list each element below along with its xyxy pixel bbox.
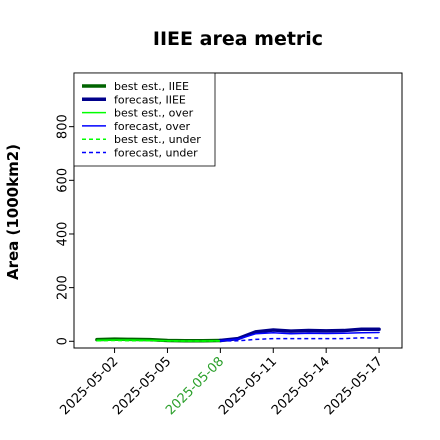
series-line-6 <box>220 337 380 342</box>
legend-label: forecast, over <box>114 120 190 133</box>
legend-box <box>73 72 216 167</box>
y-tick-label: 200 <box>56 275 71 300</box>
y-axis-label: Area (1000km2) <box>4 144 22 280</box>
legend-label: forecast, IIEE <box>114 93 186 106</box>
y-tick-label: 800 <box>56 114 71 139</box>
legend-label: best est., under <box>114 133 201 146</box>
series-line-3 <box>96 339 222 342</box>
series-line-4 <box>219 331 380 342</box>
y-tick-label: 600 <box>56 168 71 193</box>
legend-label: best est., IIEE <box>114 80 189 93</box>
y-tick-label: 0 <box>56 337 71 345</box>
series-line-2 <box>218 327 381 343</box>
y-tick-label: 400 <box>56 222 71 247</box>
series-layer <box>95 327 381 343</box>
plot-frame <box>73 72 403 349</box>
legend-label: best est., over <box>114 107 194 120</box>
chart-title: IIEE area metric <box>153 28 323 50</box>
legend-label: forecast, under <box>114 147 198 160</box>
